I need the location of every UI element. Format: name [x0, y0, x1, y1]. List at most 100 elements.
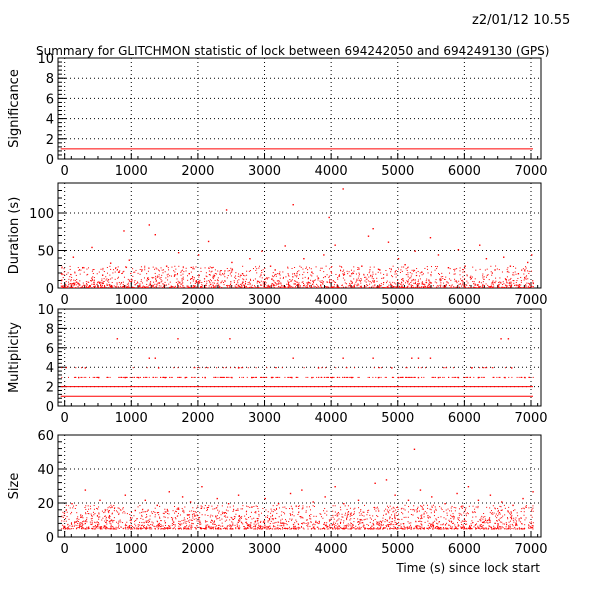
data-point [154, 357, 156, 359]
data-point [401, 270, 403, 272]
data-point [329, 280, 331, 282]
data-point [375, 528, 377, 530]
data-point [78, 284, 80, 286]
data-point [262, 269, 264, 271]
data-point [77, 516, 79, 518]
data-point [349, 284, 351, 286]
data-point [455, 287, 457, 288]
data-point [323, 281, 325, 283]
data-point [169, 528, 171, 530]
data-point [430, 271, 432, 273]
data-point [421, 505, 423, 507]
data-point [116, 521, 118, 523]
data-point [423, 287, 425, 288]
data-point [333, 287, 335, 288]
data-point [216, 525, 218, 527]
data-point [511, 518, 513, 520]
data-point [430, 287, 432, 288]
data-point [525, 506, 527, 508]
data-point [61, 273, 63, 275]
data-point [394, 273, 396, 275]
data-point [495, 515, 497, 517]
duration-panel: 0 1000 2000 3000 4000 5000 6000 7000050100Durat… [7, 182, 548, 308]
data-point [524, 287, 526, 288]
data-point [475, 287, 477, 288]
data-point [279, 274, 281, 276]
data-point [517, 284, 519, 286]
data-point [123, 287, 125, 288]
data-point [464, 508, 466, 510]
data-point [182, 266, 184, 268]
data-point [144, 286, 146, 288]
data-point [168, 286, 170, 288]
data-point [88, 267, 90, 269]
data-point [83, 267, 85, 269]
data-point [224, 376, 226, 378]
data-point [71, 523, 73, 525]
data-point [206, 510, 208, 512]
data-point [453, 376, 455, 378]
data-point [439, 376, 441, 378]
data-point [280, 286, 282, 288]
data-point [484, 519, 486, 521]
data-point [268, 277, 270, 279]
data-point [446, 367, 448, 369]
data-point [204, 520, 206, 522]
data-point [76, 287, 78, 288]
data-point [282, 506, 284, 508]
data-point [514, 519, 516, 521]
data-point [418, 520, 420, 522]
x-tick-label: 2000 [181, 411, 214, 426]
data-point [431, 282, 433, 284]
data-point [199, 522, 201, 524]
data-point [251, 518, 253, 520]
data-point [252, 287, 254, 288]
data-point [198, 526, 200, 528]
data-point [463, 527, 465, 529]
data-point [209, 287, 211, 288]
data-point [254, 376, 256, 378]
data-point [497, 523, 499, 525]
data-point [352, 524, 354, 526]
data-point [528, 527, 530, 529]
data-point [202, 285, 204, 287]
data-point [462, 271, 464, 273]
data-point [156, 276, 158, 278]
data-point [70, 528, 72, 530]
data-point [338, 275, 340, 277]
y-tick-label: 6 [46, 92, 54, 107]
data-point [320, 287, 322, 288]
data-point [489, 507, 491, 509]
data-point [508, 285, 510, 287]
data-point [116, 528, 118, 530]
data-point [337, 376, 339, 378]
data-point [394, 526, 396, 528]
data-point [294, 287, 296, 288]
data-point [157, 367, 160, 369]
data-point [158, 526, 160, 528]
data-point [220, 287, 222, 288]
data-point [521, 508, 523, 510]
data-point [318, 286, 320, 288]
data-point [422, 286, 424, 288]
data-point [438, 526, 440, 528]
data-point [245, 521, 247, 523]
data-point [138, 287, 140, 288]
data-point [126, 266, 128, 268]
data-point [446, 522, 448, 524]
data-point [121, 272, 123, 274]
data-point [360, 285, 362, 287]
data-point [277, 287, 279, 288]
data-point [443, 282, 445, 284]
data-point [63, 513, 65, 515]
data-point [216, 283, 218, 285]
data-point [483, 376, 485, 378]
data-point [266, 285, 268, 287]
data-point [113, 505, 115, 507]
data-point [358, 267, 360, 269]
data-point [72, 285, 74, 287]
data-point [229, 273, 231, 275]
data-point [233, 508, 235, 510]
data-point [112, 272, 114, 274]
data-point [496, 520, 498, 522]
